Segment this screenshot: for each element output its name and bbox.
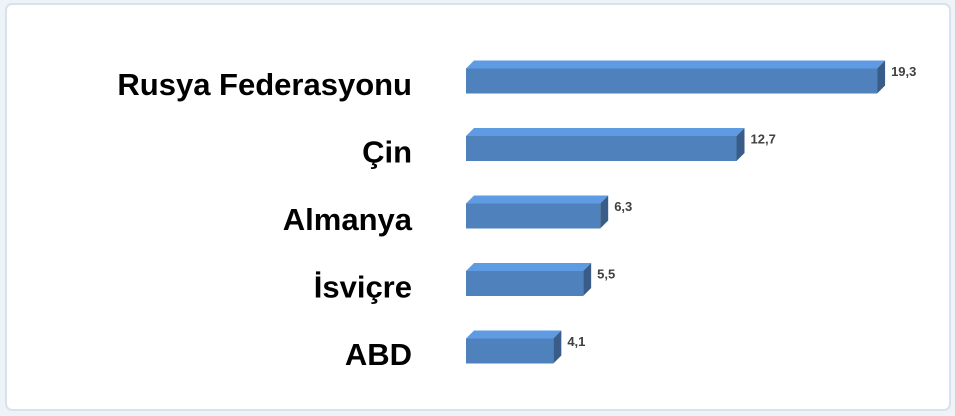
- category-label: ABD: [345, 337, 412, 372]
- category-label: İsviçre: [314, 270, 412, 305]
- category-label: Çin: [362, 135, 412, 170]
- category-label: Almanya: [283, 202, 413, 237]
- bar-side: [736, 128, 745, 161]
- bar-top: [466, 195, 609, 204]
- value-label: 5,5: [597, 266, 615, 281]
- bar: [466, 136, 737, 161]
- value-label: 6,3: [614, 199, 632, 214]
- bar-side: [583, 263, 592, 296]
- bar-side: [877, 60, 886, 94]
- value-label: 19,3: [891, 64, 916, 79]
- bar: [466, 338, 554, 364]
- bar-top: [466, 128, 745, 136]
- bar-top: [466, 330, 562, 339]
- bar-side: [600, 195, 609, 229]
- bar-top: [466, 60, 886, 69]
- category-label: Rusya Federasyonu: [117, 67, 412, 102]
- value-label: 12,7: [751, 131, 776, 146]
- bar: [466, 203, 601, 229]
- bar: [466, 271, 584, 296]
- bar-top: [466, 263, 592, 271]
- bar-side: [553, 330, 562, 364]
- bar: [466, 68, 878, 94]
- value-label: 4,1: [567, 334, 585, 349]
